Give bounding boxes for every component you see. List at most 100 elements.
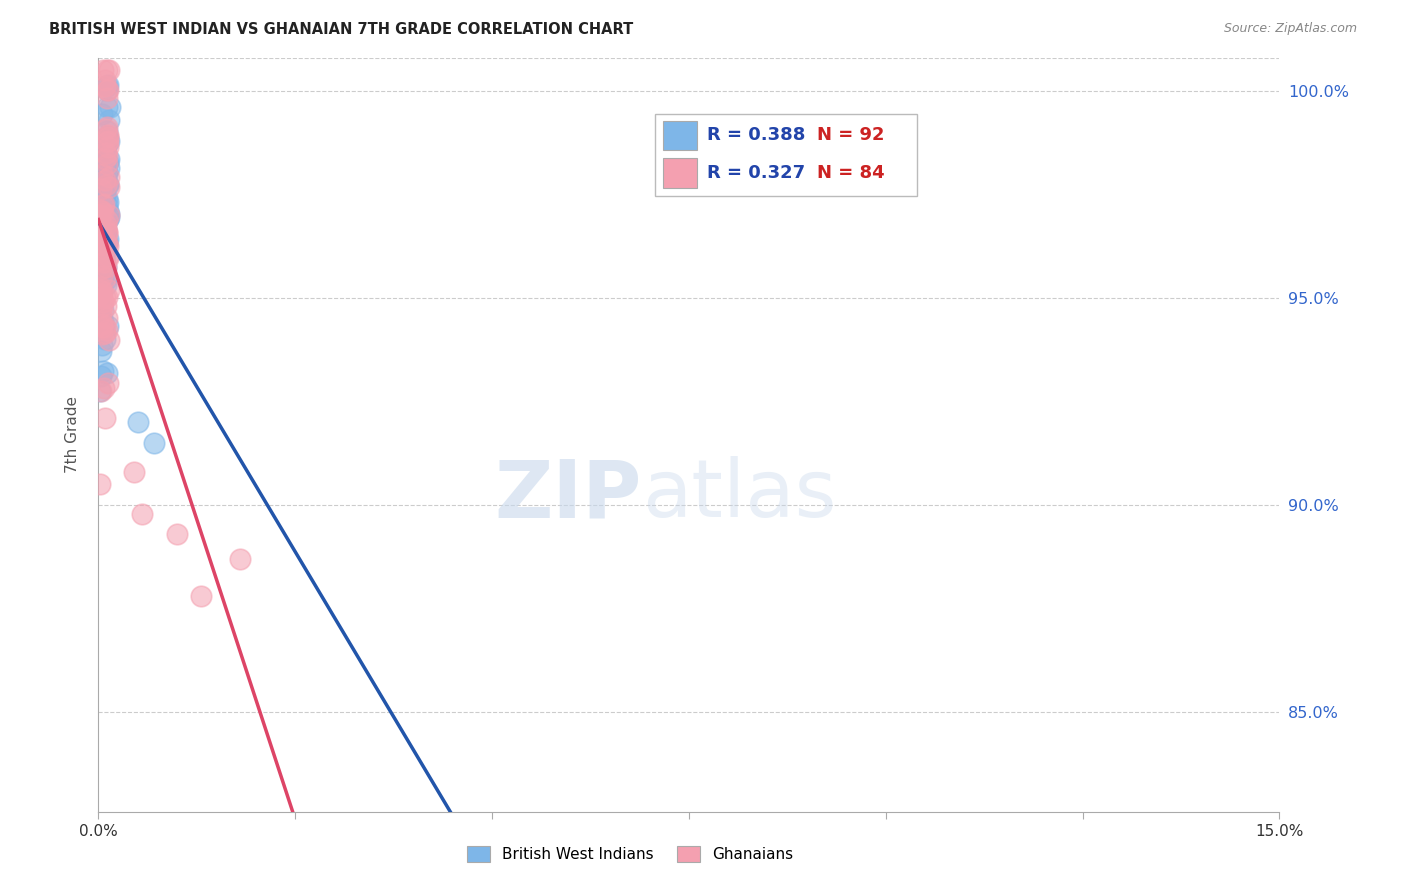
Point xyxy=(90,224,112,238)
Point xyxy=(166,527,188,541)
Text: atlas: atlas xyxy=(641,456,837,534)
Point xyxy=(98,134,121,148)
Point xyxy=(97,134,120,148)
Point xyxy=(93,240,115,254)
Point xyxy=(89,477,111,491)
Point xyxy=(93,211,115,226)
Point xyxy=(98,207,121,221)
Point xyxy=(93,246,115,260)
Point xyxy=(90,318,112,332)
Point xyxy=(94,232,117,246)
Point xyxy=(89,277,111,292)
Point xyxy=(90,310,112,324)
Point xyxy=(93,140,115,154)
Point xyxy=(89,288,111,302)
Point xyxy=(96,83,118,97)
Point xyxy=(97,177,120,191)
Point xyxy=(89,158,111,172)
Point xyxy=(90,299,112,313)
Point xyxy=(93,197,115,211)
Point xyxy=(89,384,111,398)
Point xyxy=(96,129,118,144)
Point xyxy=(94,234,117,248)
Point xyxy=(97,376,120,390)
Point xyxy=(91,173,114,187)
Point xyxy=(90,292,112,306)
FancyBboxPatch shape xyxy=(655,114,917,196)
Point xyxy=(93,271,115,285)
Point xyxy=(127,416,149,430)
Text: Source: ZipAtlas.com: Source: ZipAtlas.com xyxy=(1223,22,1357,36)
Point xyxy=(94,133,117,147)
Point xyxy=(97,128,120,142)
Point xyxy=(96,120,118,134)
Point xyxy=(96,226,118,240)
Point xyxy=(90,344,112,359)
Point xyxy=(89,280,111,294)
Point xyxy=(96,277,118,292)
Point xyxy=(89,236,111,251)
Point xyxy=(142,436,165,450)
Point xyxy=(90,261,112,276)
Point xyxy=(97,333,120,347)
Point xyxy=(96,167,118,181)
Point xyxy=(89,219,111,234)
Point xyxy=(93,189,115,203)
Point xyxy=(97,178,120,193)
Text: BRITISH WEST INDIAN VS GHANAIAN 7TH GRADE CORRELATION CHART: BRITISH WEST INDIAN VS GHANAIAN 7TH GRAD… xyxy=(49,22,634,37)
Point xyxy=(91,254,114,268)
Point xyxy=(190,590,212,604)
Point xyxy=(96,63,118,78)
Point xyxy=(96,213,118,227)
Point xyxy=(93,211,115,225)
Point xyxy=(89,287,111,301)
Point xyxy=(90,238,112,252)
Point xyxy=(90,259,112,273)
Point xyxy=(94,260,117,275)
Point xyxy=(93,227,115,242)
Point xyxy=(89,208,111,222)
Point xyxy=(91,106,114,120)
Point xyxy=(131,507,153,521)
Text: N = 92: N = 92 xyxy=(817,127,884,145)
Point xyxy=(94,178,117,193)
Point xyxy=(91,198,114,212)
Bar xyxy=(664,159,697,188)
Point xyxy=(91,277,114,291)
Point xyxy=(97,249,120,263)
Point xyxy=(97,152,120,166)
Point xyxy=(90,368,112,383)
Point xyxy=(94,73,117,87)
Point xyxy=(96,146,118,161)
Point xyxy=(91,237,114,252)
Point xyxy=(97,140,120,154)
Point xyxy=(93,381,115,395)
Point xyxy=(96,290,118,304)
Legend: British West Indians, Ghanaians: British West Indians, Ghanaians xyxy=(461,840,799,868)
Point xyxy=(94,252,117,267)
Point xyxy=(91,206,114,220)
Point xyxy=(96,225,118,239)
Point xyxy=(94,223,117,237)
Bar xyxy=(664,120,697,150)
Point xyxy=(93,152,115,166)
Point xyxy=(96,218,118,232)
Point xyxy=(96,322,118,336)
Point xyxy=(91,233,114,247)
Point xyxy=(96,165,118,179)
Point xyxy=(91,241,114,255)
Point xyxy=(96,157,118,171)
Point xyxy=(96,83,118,97)
Point xyxy=(91,167,114,181)
Point xyxy=(94,320,117,334)
Point xyxy=(91,320,114,334)
Point xyxy=(93,173,115,187)
Text: R = 0.388: R = 0.388 xyxy=(707,127,806,145)
Point xyxy=(94,133,117,147)
Point xyxy=(97,232,120,246)
Point xyxy=(98,161,121,175)
Point xyxy=(96,191,118,205)
Point xyxy=(94,236,117,251)
Point xyxy=(90,227,112,241)
Point xyxy=(94,172,117,186)
